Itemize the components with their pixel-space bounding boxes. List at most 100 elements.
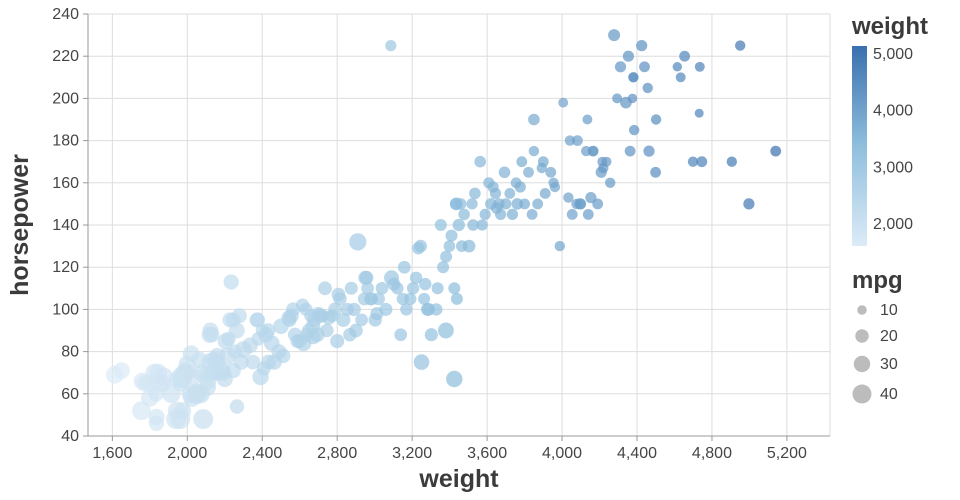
data-point: [479, 208, 491, 221]
data-point: [434, 219, 447, 231]
data-point: [275, 348, 291, 364]
data-point: [558, 97, 569, 108]
data-point: [448, 282, 461, 295]
data-point: [424, 328, 438, 342]
data-point: [458, 208, 470, 221]
data-point: [506, 208, 519, 221]
x-tick-label: 2,000: [167, 445, 207, 462]
data-point: [440, 250, 453, 263]
data-point: [333, 292, 347, 306]
data-point: [400, 303, 413, 316]
x-tick-label: 3,600: [467, 445, 507, 462]
data-point: [532, 198, 544, 210]
y-tick-label: 240: [52, 6, 79, 23]
data-point: [344, 281, 358, 295]
data-point: [430, 303, 443, 316]
data-point: [437, 261, 450, 274]
y-tick-label: 220: [52, 48, 79, 65]
data-point: [679, 50, 691, 62]
y-tick-label: 180: [52, 133, 79, 150]
data-point: [636, 39, 648, 52]
x-tick-label: 4,400: [617, 445, 657, 462]
data-point: [528, 145, 540, 157]
data-point: [445, 229, 458, 242]
data-point: [375, 281, 389, 295]
data-point: [431, 282, 444, 295]
data-point: [575, 198, 587, 210]
data-point: [260, 323, 276, 338]
data-point: [514, 181, 526, 193]
data-point: [516, 156, 528, 168]
data-point: [608, 29, 621, 42]
data-point: [571, 135, 583, 147]
data-point: [437, 322, 454, 339]
x-tick-label: 4,800: [692, 445, 732, 462]
data-point: [450, 292, 463, 305]
y-tick-label: 40: [61, 428, 79, 445]
data-point: [228, 322, 245, 339]
data-point: [406, 282, 420, 295]
mpg-legend-label: 20: [880, 328, 898, 345]
y-tick-label: 140: [52, 217, 79, 234]
x-axis-title: weight: [418, 465, 499, 493]
data-point: [452, 218, 465, 232]
weight-legend-label: 3,000: [873, 159, 913, 176]
mpg-legend-symbol: [857, 305, 867, 315]
data-point: [419, 277, 432, 291]
data-point: [391, 282, 404, 295]
data-point: [385, 39, 397, 52]
data-point: [494, 208, 507, 221]
data-point: [627, 93, 638, 104]
y-tick-label: 80: [61, 344, 79, 361]
data-point: [250, 312, 266, 328]
data-point: [642, 82, 653, 94]
mpg-legend-label: 10: [880, 302, 898, 319]
data-point: [233, 354, 249, 370]
data-point: [361, 281, 374, 295]
x-tick-label: 4,000: [542, 445, 582, 462]
data-point: [148, 408, 165, 426]
weight-gradient-bar: [852, 46, 867, 246]
x-tick-label: 2,800: [317, 445, 357, 462]
data-point: [372, 292, 385, 306]
weight-legend-label: 5,000: [873, 46, 913, 63]
data-point: [330, 334, 345, 349]
data-point: [203, 326, 220, 343]
data-point: [231, 308, 247, 324]
data-point: [523, 166, 534, 178]
data-point: [587, 145, 599, 157]
data-point: [743, 198, 755, 210]
data-point: [770, 145, 782, 157]
data-point: [687, 156, 699, 167]
data-point: [245, 354, 261, 370]
data-point: [466, 198, 478, 210]
data-point: [554, 240, 565, 252]
data-point: [446, 370, 463, 388]
data-point: [528, 113, 540, 126]
data-point: [476, 219, 488, 231]
weight-legend-labels: 5,000 4,000 3,000 2,000: [873, 46, 913, 233]
data-point: [318, 281, 332, 296]
data-point: [624, 145, 636, 157]
data-point: [650, 166, 662, 178]
data-point: [414, 239, 427, 253]
data-point: [397, 260, 411, 274]
data-point: [229, 399, 245, 414]
data-point: [592, 198, 604, 210]
data-point: [454, 198, 467, 210]
weight-legend-label: 4,000: [873, 103, 913, 120]
data-point: [489, 187, 502, 200]
data-point: [349, 233, 367, 251]
data-point: [539, 187, 551, 199]
data-point: [355, 313, 368, 327]
mpg-legend-title: mpg: [852, 267, 903, 294]
axes: 1,600 2,000 2,400 2,800 3,200 3,600 4,000 4,400…: [52, 6, 830, 462]
data-point: [500, 198, 512, 210]
data-point: [413, 354, 430, 370]
data-point: [601, 156, 612, 167]
data-point: [696, 156, 708, 168]
mpg-legend-symbol: [852, 384, 872, 404]
data-point: [672, 62, 683, 72]
data-point: [549, 181, 561, 193]
x-tick-label: 1,600: [92, 445, 132, 462]
